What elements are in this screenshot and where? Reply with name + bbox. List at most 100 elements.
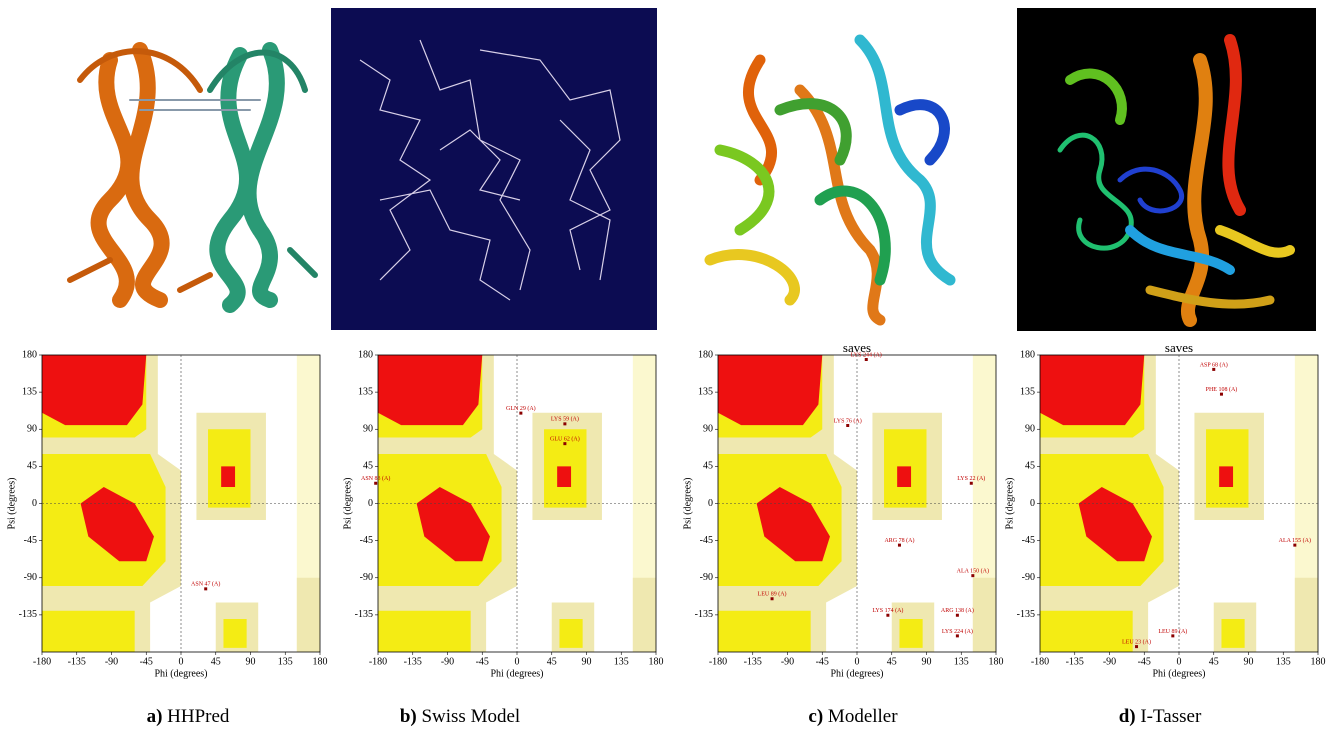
residue-label: GLU 62 (A) [550,436,580,443]
region [1221,619,1244,648]
residue-label: LYS 224 (A) [942,628,973,635]
structure-image [70,50,315,305]
y-tick-label: 90 [703,424,713,435]
y-tick-label: -90 [1022,572,1035,583]
x-tick-label: 135 [614,656,629,667]
residue-label: ASN 47 (A) [191,581,220,588]
y-tick-label: 90 [363,424,373,435]
y-tick-label: 45 [363,461,373,472]
y-axis-label: Psi (degrees) [342,478,353,530]
y-tick-label: -90 [24,572,37,583]
x-tick-label: 90 [922,656,932,667]
y-tick-label: -90 [700,572,713,583]
x-tick-label: -135 [68,656,86,667]
ramachandran-plot: -180-135-90-450459013518018013590450-45-… [682,340,1003,727]
residue-label: ALA 150 (A) [957,568,989,575]
y-tick-label: -135 [695,609,713,620]
x-tick-label: -135 [744,656,762,667]
residue-label: ALA 155 (A) [1279,537,1311,544]
residue-marker [1220,393,1223,396]
region [557,466,571,487]
residue-label: ARG 78 (A) [884,537,914,544]
structure-image [1017,8,1316,331]
residue-label: LEU 23 (A) [1122,638,1151,645]
residue-marker [771,597,774,600]
x-tick-label: 90 [246,656,256,667]
caption-letter: d) [1119,706,1136,727]
residue-marker [563,442,566,445]
y-tick-label: 180 [22,349,37,360]
y-tick-label: 135 [22,386,37,397]
region [1295,578,1318,652]
residue-marker [1293,544,1296,547]
x-tick-label: -45 [1138,656,1151,667]
x-axis-label: Phi (degrees) [830,668,883,679]
x-tick-label: 135 [954,656,969,667]
x-tick-label: -180 [33,656,51,667]
x-tick-label: 90 [1244,656,1254,667]
residue-marker [1212,368,1215,371]
caption-name: I-Tasser [1140,706,1202,727]
residue-marker [898,544,901,547]
y-axis-label: Psi (degrees) [1004,478,1015,530]
residue-label: GLN 29 (A) [506,405,536,412]
region [42,611,135,652]
residue-label: LEU 89 (A) [1158,628,1187,635]
panel-caption: a) HHPred [147,706,230,727]
y-tick-label: 0 [32,498,37,509]
x-tick-label: -90 [781,656,794,667]
ramachandran-plot: -180-135-90-450459013518018013590450-45-… [342,349,663,727]
y-tick-label: 180 [698,349,713,360]
x-tick-label: 180 [313,656,328,667]
plots: -180 -135 -90 -45 0 45 90 135 180 180 135 90 45 0 -45 -… [6,340,1325,727]
region [559,619,582,648]
y-tick-label: 135 [698,386,713,397]
residue-marker [971,574,974,577]
y-axis-label: Psi (degrees) [6,478,17,530]
x-tick-label: 0 [1177,656,1182,667]
residue-marker [204,587,207,590]
residue-label: ASN 83 (A) [361,475,390,482]
x-tick-label: 180 [1311,656,1326,667]
region [897,466,911,487]
x-tick-label: -180 [369,656,387,667]
residue-label: LYS 22 (A) [957,475,985,482]
x-tick-label: 180 [649,656,664,667]
structure-image [710,40,950,320]
x-tick-label: -135 [404,656,422,667]
x-tick-label: -45 [140,656,153,667]
residue-label: LYS 174 (A) [872,607,903,614]
figure: -180 -135 -90 -45 0 45 90 135 180 180 135 90 45 0 -45 -… [0,0,1331,731]
residue-label: LYS 76 (A) [834,417,862,424]
residue-marker [886,614,889,617]
region [297,578,320,652]
y-tick-label: -45 [1022,535,1035,546]
x-tick-label: 45 [547,656,557,667]
region [378,611,471,652]
y-tick-label: -135 [355,609,373,620]
region [973,578,996,652]
y-tick-label: 45 [27,461,37,472]
residue-label: ASP 68 (A) [1200,361,1228,368]
y-tick-label: 135 [1020,386,1035,397]
y-tick-label: 135 [358,386,373,397]
x-tick-label: 135 [1276,656,1291,667]
residue-marker [865,358,868,361]
y-tick-label: 0 [1030,498,1035,509]
residue-marker [374,482,377,485]
x-tick-label: -90 [105,656,118,667]
residue-label: LYS 59 (A) [551,416,579,423]
x-tick-label: -90 [1103,656,1116,667]
structure-image [331,8,657,330]
residue-marker [956,634,959,637]
x-tick-label: 0 [855,656,860,667]
y-tick-label: -45 [360,535,373,546]
x-tick-label: -90 [441,656,454,667]
region [1040,611,1133,652]
y-tick-label: -90 [360,572,373,583]
region [1040,355,1144,425]
y-tick-label: 45 [703,461,713,472]
x-tick-label: -180 [709,656,727,667]
